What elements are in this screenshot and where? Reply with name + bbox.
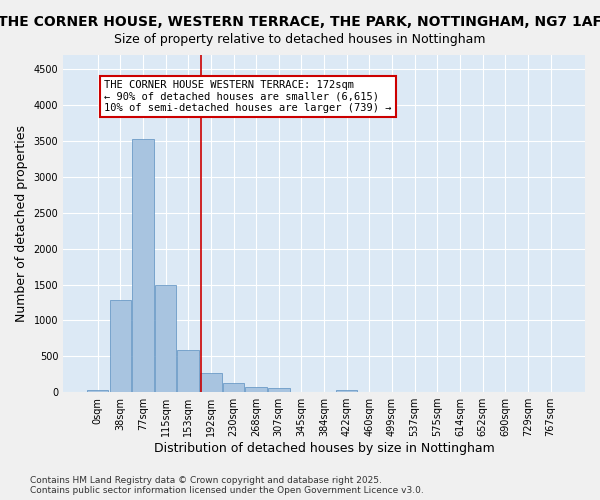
Bar <box>87 390 109 392</box>
Bar <box>132 139 154 392</box>
Bar <box>268 388 290 392</box>
X-axis label: Distribution of detached houses by size in Nottingham: Distribution of detached houses by size … <box>154 442 494 455</box>
Bar <box>223 383 244 392</box>
Bar <box>178 350 199 392</box>
Bar <box>155 285 176 392</box>
Bar <box>336 390 358 392</box>
Text: THE CORNER HOUSE WESTERN TERRACE: 172sqm
← 90% of detached houses are smaller (6: THE CORNER HOUSE WESTERN TERRACE: 172sqm… <box>104 80 392 114</box>
Y-axis label: Number of detached properties: Number of detached properties <box>15 125 28 322</box>
Bar <box>110 300 131 392</box>
Bar <box>245 386 267 392</box>
Text: Contains HM Land Registry data © Crown copyright and database right 2025.
Contai: Contains HM Land Registry data © Crown c… <box>30 476 424 495</box>
Bar <box>200 374 221 392</box>
Text: THE CORNER HOUSE, WESTERN TERRACE, THE PARK, NOTTINGHAM, NG7 1AF: THE CORNER HOUSE, WESTERN TERRACE, THE P… <box>0 15 600 29</box>
Text: Size of property relative to detached houses in Nottingham: Size of property relative to detached ho… <box>114 32 486 46</box>
